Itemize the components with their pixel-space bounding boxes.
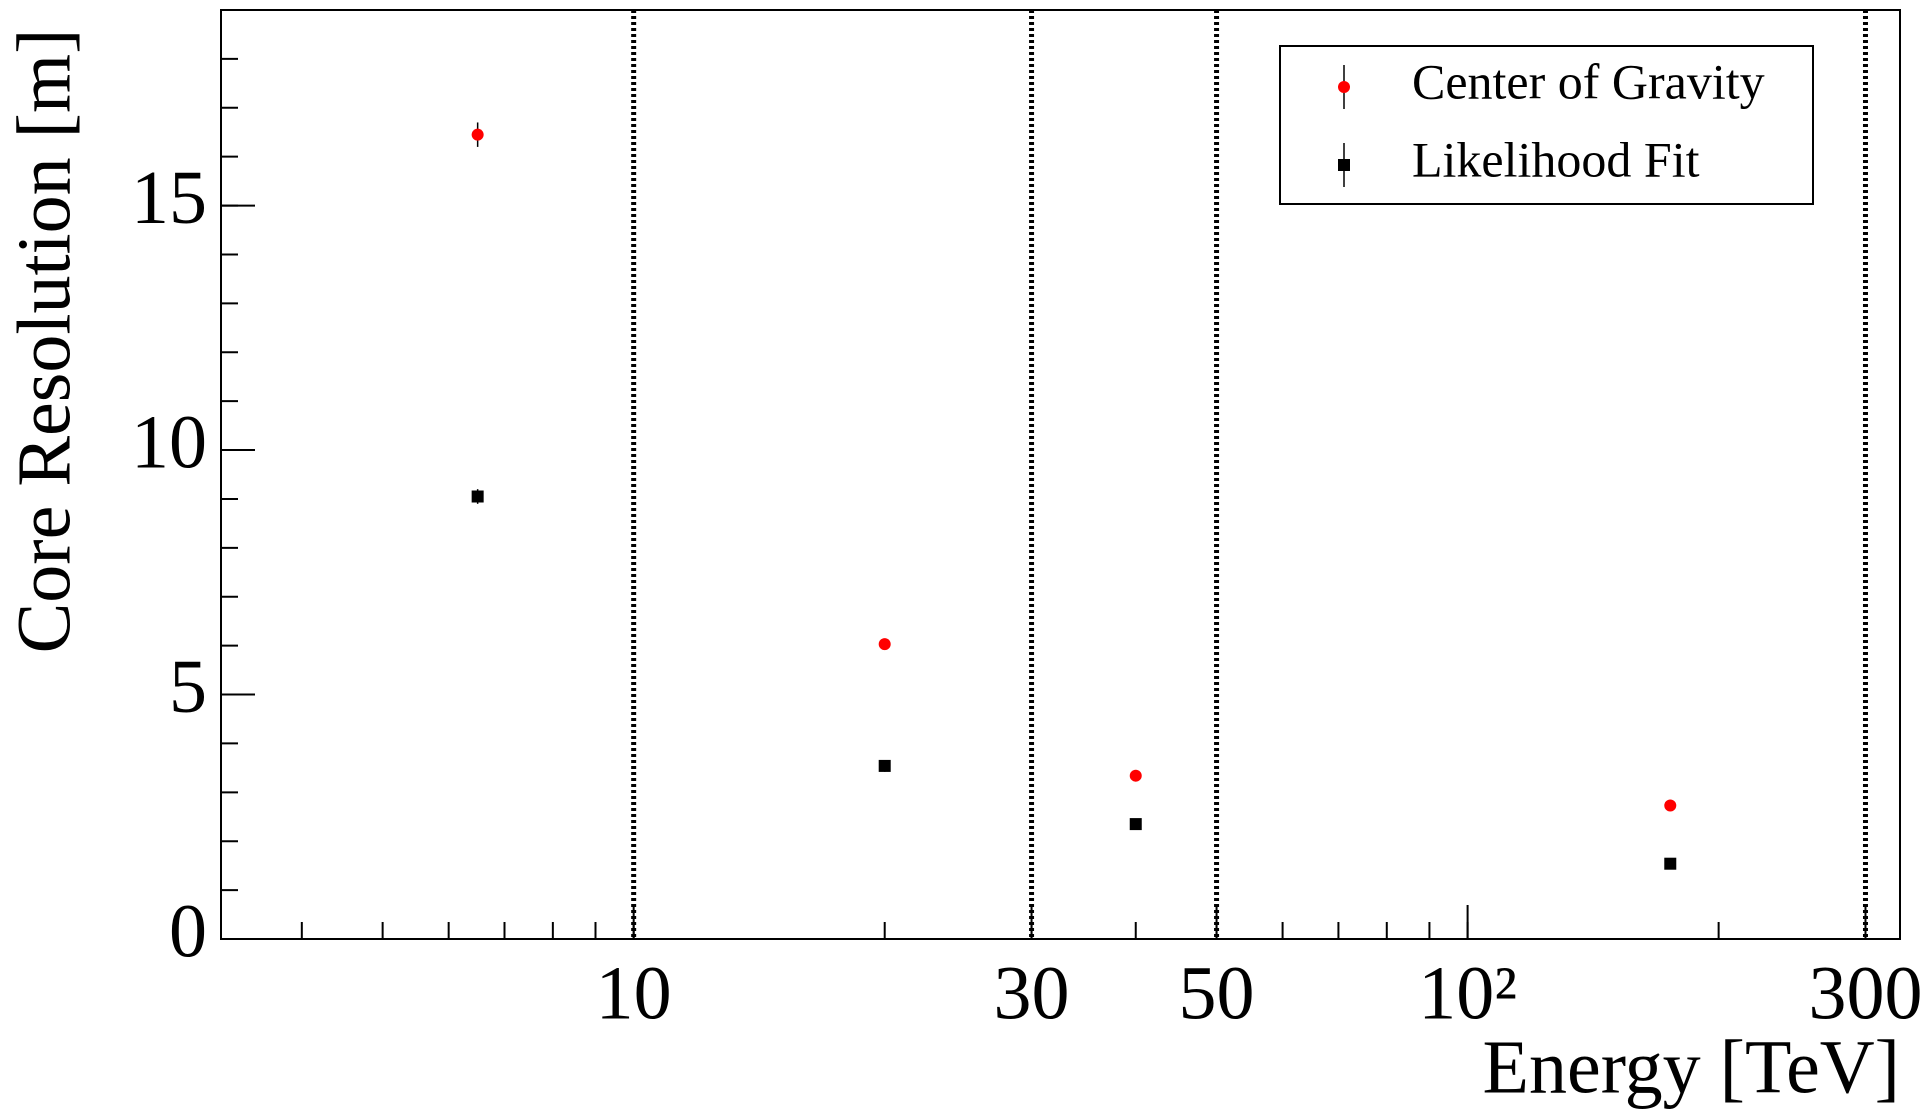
plot-frame	[220, 9, 1901, 940]
data-point	[471, 128, 484, 141]
legend-marker	[1338, 81, 1350, 93]
data-point	[1664, 799, 1677, 812]
x-axis-title: Energy [TeV]	[1483, 1025, 1900, 1109]
data-point	[471, 490, 484, 503]
data-point	[1129, 818, 1142, 831]
data-point	[1664, 857, 1677, 870]
x-tick-label: 30	[994, 951, 1070, 1035]
y-tick-label: 5	[169, 645, 207, 729]
x-tick-label: 300	[1808, 951, 1922, 1035]
legend-label: Likelihood Fit	[1412, 131, 1700, 187]
y-tick-label: 15	[131, 156, 207, 240]
legend-box	[1279, 45, 1814, 205]
x-tick-label: 10²	[1418, 951, 1517, 1035]
legend-label: Center of Gravity	[1412, 53, 1765, 109]
data-point	[878, 759, 891, 772]
y-tick-label: 10	[131, 400, 207, 484]
x-tick-label: 10	[596, 951, 672, 1035]
x-tick-label: 50	[1179, 951, 1255, 1035]
data-point	[1129, 769, 1142, 782]
data-point	[878, 638, 891, 651]
legend-marker	[1338, 159, 1350, 171]
y-tick-label: 0	[169, 889, 207, 973]
y-axis-title: Core Resolution [m]	[2, 29, 86, 654]
